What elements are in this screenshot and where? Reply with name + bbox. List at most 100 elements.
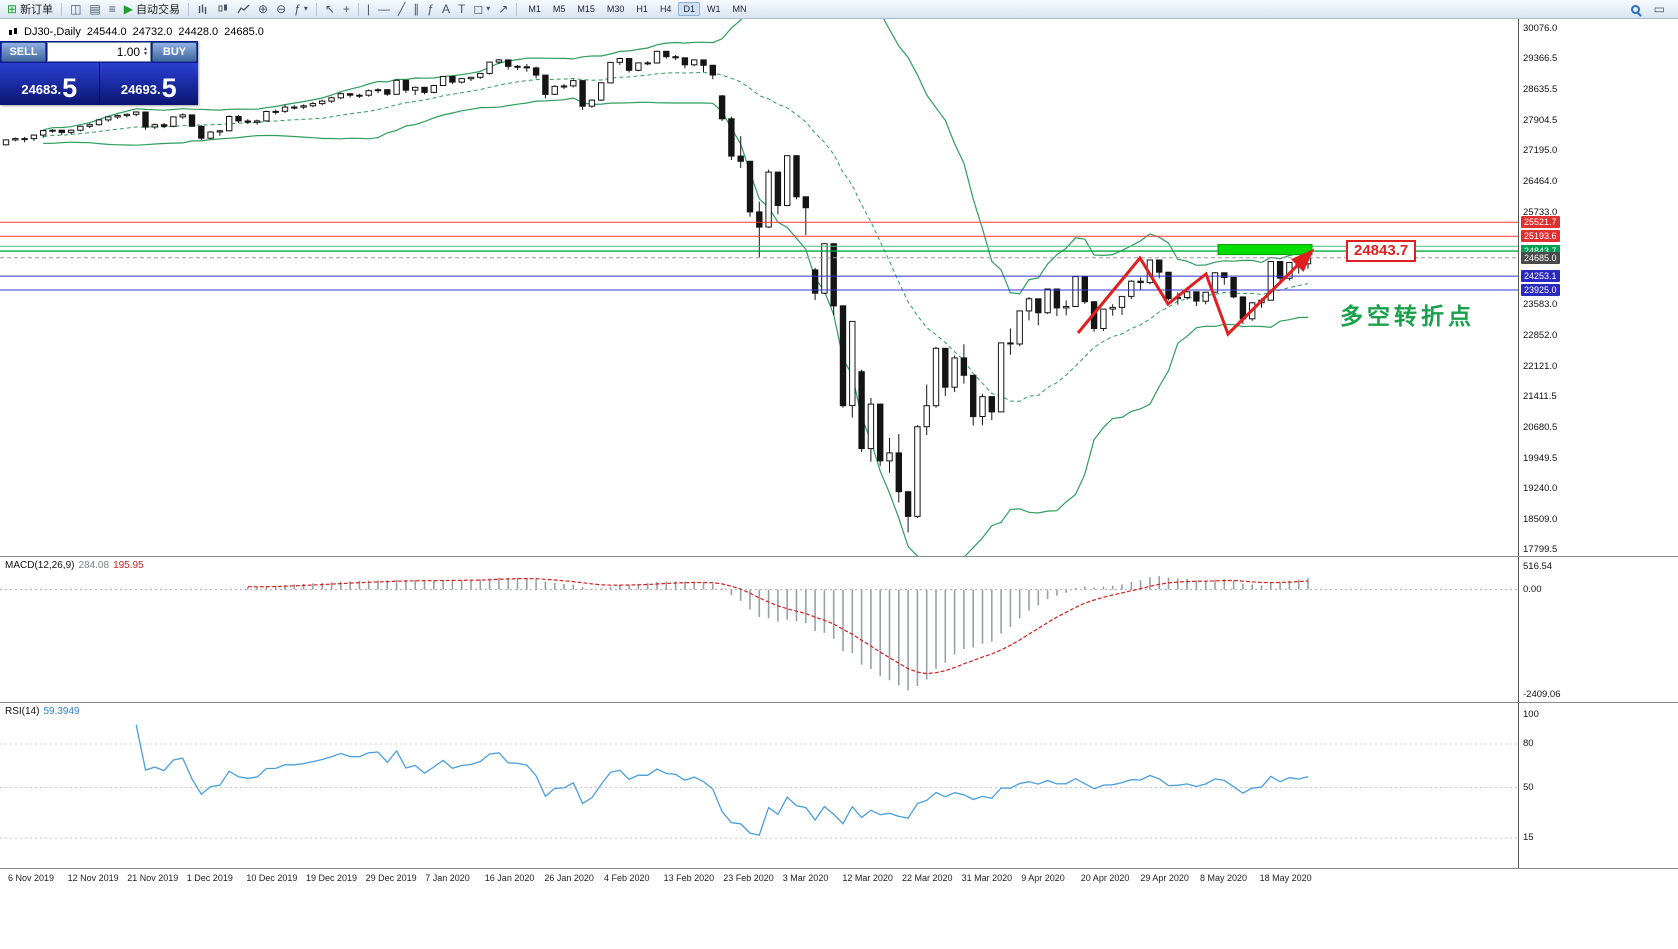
price-axis-label: 27904.5 bbox=[1523, 115, 1558, 127]
price-chart[interactable] bbox=[0, 19, 1518, 556]
new-order-button[interactable]: ⊞ 新订单 bbox=[4, 1, 56, 18]
timeframe-h4-button[interactable]: H4 bbox=[659, 4, 672, 14]
autotrade-button[interactable]: ▶ 自动交易 bbox=[121, 1, 183, 18]
date-label: 29 Apr 2020 bbox=[1140, 873, 1189, 883]
arrows-button[interactable]: ↗ bbox=[495, 1, 511, 18]
label-icon: T bbox=[457, 2, 466, 16]
macd-panel: MACD(12,26,9) 284.08 195.95 516.54 0.00 -240… bbox=[0, 556, 1678, 702]
rsi-line bbox=[135, 724, 1309, 836]
candlestick-chart-button[interactable] bbox=[214, 1, 232, 18]
macd-value-main: 284.08 bbox=[78, 560, 110, 571]
date-label: 12 Mar 2020 bbox=[842, 873, 893, 883]
price-axis-label: 18509.0 bbox=[1523, 513, 1558, 525]
buy-button[interactable]: BUY bbox=[152, 42, 197, 62]
cursor-button[interactable]: ↖ bbox=[322, 1, 338, 18]
data-window-button[interactable]: ▤ bbox=[86, 1, 103, 18]
volume-value[interactable]: 1.00 bbox=[116, 45, 141, 59]
price-axis-label: 21411.5 bbox=[1523, 390, 1557, 402]
toolbar-separator bbox=[61, 2, 63, 16]
toolbar-right-group: ▭ bbox=[1628, 1, 1674, 18]
autotrade-label: 自动交易 bbox=[136, 4, 180, 16]
zigzag-annotation[interactable] bbox=[1076, 248, 1315, 337]
buy-price[interactable]: 24693. 5 bbox=[99, 63, 198, 105]
volume-input[interactable]: 1.00 ▲ ▼ bbox=[47, 42, 151, 62]
zoom-in-button[interactable]: ⊕ bbox=[255, 1, 271, 18]
horizontal-line-button[interactable]: — bbox=[375, 1, 393, 18]
date-label: 29 Dec 2019 bbox=[365, 873, 417, 883]
rsi-axis-label: 80 bbox=[1523, 738, 1534, 749]
ohlc-close: 24685.0 bbox=[224, 26, 264, 38]
date-label: 8 May 2020 bbox=[1200, 873, 1248, 883]
sell-price-main: 24683. bbox=[21, 82, 62, 97]
macd-histogram bbox=[247, 576, 1309, 691]
trendline-button[interactable]: ╱ bbox=[395, 1, 408, 18]
macd-chart[interactable] bbox=[0, 557, 1518, 703]
bar-chart-button[interactable] bbox=[194, 1, 212, 18]
line-chart-button[interactable] bbox=[234, 1, 253, 18]
timeframe-m30-button[interactable]: M30 bbox=[606, 4, 625, 14]
label-button[interactable]: T bbox=[455, 1, 468, 18]
search-icon bbox=[1630, 4, 1640, 14]
main-chart-panel: DJ30-,Daily 24544.0 24732.0 24428.0 2468… bbox=[0, 19, 1678, 556]
timeframe-m5-button[interactable]: M5 bbox=[552, 4, 566, 14]
shapes-icon: ◻ bbox=[473, 2, 484, 16]
timeframe-h1-button[interactable]: H1 bbox=[636, 4, 648, 14]
date-label: 31 Mar 2020 bbox=[961, 873, 1013, 883]
symbol-label: DJ30-,Daily bbox=[24, 26, 81, 38]
timeframe-d1-button[interactable]: D1 bbox=[678, 2, 700, 16]
zoom-out-icon: ⊖ bbox=[276, 2, 287, 16]
rsi-panel: RSI(14) 59.3949 100 80 50 15 bbox=[0, 702, 1678, 868]
price-axis-label: 19240.0 bbox=[1523, 482, 1558, 494]
date-label: 6 Nov 2019 bbox=[8, 873, 55, 883]
price-callout-label[interactable]: 24843.7 bbox=[1346, 240, 1417, 262]
zoom-in-icon: ⊕ bbox=[258, 2, 269, 16]
supply-zone-rect[interactable] bbox=[1217, 244, 1313, 256]
chart-settings-button[interactable]: ▭ bbox=[1651, 1, 1668, 18]
sell-price[interactable]: 24683. 5 bbox=[0, 63, 99, 105]
vertical-line-button[interactable]: | bbox=[364, 1, 373, 18]
navigator-button[interactable]: ≡ bbox=[106, 1, 119, 18]
timeframe-w1-button[interactable]: W1 bbox=[706, 4, 721, 14]
channel-button[interactable]: ∥ bbox=[410, 1, 422, 18]
rsi-axis-label: 50 bbox=[1523, 781, 1534, 793]
macd-axis-label: -2409.06 bbox=[1523, 689, 1561, 700]
tile-windows-button[interactable]: ◫ bbox=[67, 1, 84, 18]
macd-axis-label: 516.54 bbox=[1523, 561, 1553, 572]
panels-icon: ▭ bbox=[1653, 2, 1665, 16]
zoom-out-button[interactable]: ⊖ bbox=[273, 1, 289, 18]
date-label: 21 Nov 2019 bbox=[127, 873, 179, 883]
volume-stepper[interactable]: ▲ ▼ bbox=[143, 47, 148, 57]
sell-button[interactable]: SELL bbox=[1, 42, 46, 62]
price-axis-label: 23583.0 bbox=[1523, 298, 1558, 310]
vertical-line-icon: | bbox=[366, 2, 371, 16]
toolbar: ⊞ 新订单 ◫ ▤ ≡ ▶ 自动交易 ⊕ ⊖ ƒ ▾ ↖ + | — ╱ ∥ ƒ bbox=[0, 0, 1678, 19]
stepper-down-icon[interactable]: ▼ bbox=[143, 51, 148, 57]
text-button[interactable]: A bbox=[439, 1, 453, 18]
timeframe-m1-button[interactable]: M1 bbox=[528, 4, 541, 14]
price-axis-label: 22852.0 bbox=[1523, 329, 1558, 341]
time-axis: 6 Nov 2019 12 Nov 2019 21 Nov 2019 1 Dec 20… bbox=[0, 868, 1678, 888]
fibonacci-button[interactable]: ƒ bbox=[424, 1, 437, 18]
turning-point-note[interactable]: 多空转折点 bbox=[1340, 303, 1475, 329]
chart-title: DJ30-,Daily 24544.0 24732.0 24428.0 2468… bbox=[8, 26, 264, 38]
arrows-icon: ↗ bbox=[498, 2, 509, 16]
date-label: 13 Feb 2020 bbox=[663, 873, 715, 883]
date-label: 9 Apr 2020 bbox=[1021, 873, 1065, 883]
indicators-icon: ƒ bbox=[294, 2, 301, 16]
stepper-up-icon[interactable]: ▲ bbox=[143, 46, 148, 52]
chart-icon bbox=[9, 27, 17, 35]
rsi-axis-label: 100 bbox=[1523, 709, 1539, 720]
indicators-button[interactable]: ƒ ▾ bbox=[291, 1, 311, 18]
bollinger-bands bbox=[43, 19, 1309, 556]
shapes-button[interactable]: ◻ ▾ bbox=[470, 1, 493, 18]
rsi-chart[interactable] bbox=[0, 703, 1518, 869]
crosshair-button[interactable]: + bbox=[340, 1, 353, 18]
price-axis-label: 26464.0 bbox=[1523, 176, 1558, 188]
price-axis-label: 20680.5 bbox=[1523, 421, 1558, 433]
timeframe-mn-button[interactable]: MN bbox=[732, 4, 747, 14]
data-window-icon: ▤ bbox=[89, 2, 101, 16]
date-label: 3 Mar 2020 bbox=[782, 873, 829, 883]
timeframe-m15-button[interactable]: M15 bbox=[577, 4, 595, 14]
search-button[interactable] bbox=[1628, 1, 1643, 18]
ohlc-low: 24428.0 bbox=[178, 26, 219, 38]
